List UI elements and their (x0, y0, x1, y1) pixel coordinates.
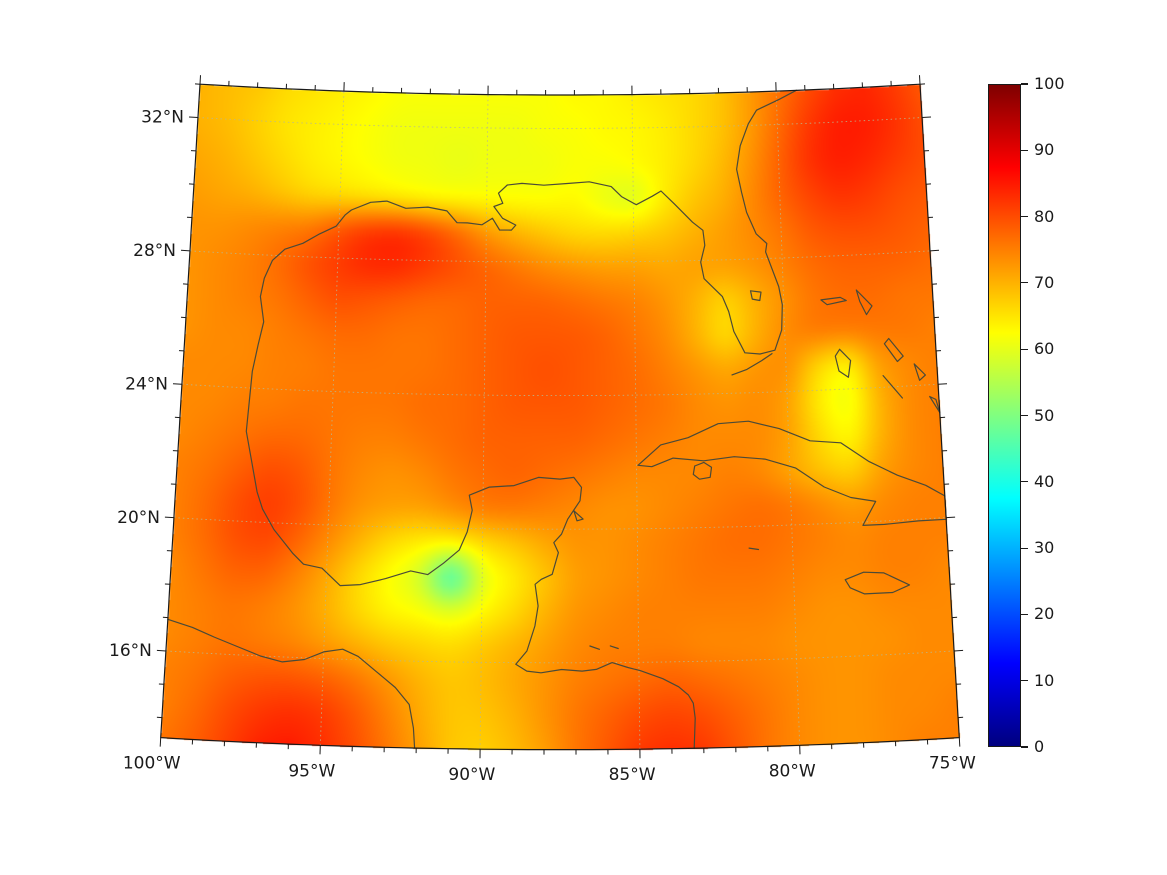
coastline (692, 461, 713, 480)
colorbar-tick-label: 80 (1034, 206, 1055, 226)
longitude-tick (199, 75, 201, 85)
colorbar-tick (1021, 216, 1028, 218)
colorbar-tick (1021, 746, 1028, 748)
graticule-parallel (197, 117, 923, 129)
colorbar-tick (1021, 414, 1028, 417)
graticule-parallel (189, 250, 931, 263)
coastline (748, 547, 760, 551)
latitude-tick (929, 249, 940, 252)
colorbar-tick-label: 10 (1034, 670, 1055, 690)
coastlines (167, 89, 947, 749)
latitude-tick (164, 516, 174, 519)
latitude-label: 16°N (109, 641, 152, 661)
colorbar-tick-label: 30 (1034, 538, 1055, 558)
colorbar-tick (1021, 83, 1028, 85)
colorbar-tick-label: 90 (1034, 140, 1055, 160)
colorbar-tick-label: 40 (1034, 471, 1055, 491)
colorbar-gradient (989, 85, 1020, 746)
latitude-tick (180, 249, 191, 252)
colorbar-tick-label: 100 (1034, 74, 1065, 93)
coastline (855, 289, 873, 316)
colorbar-tick (1021, 547, 1028, 549)
axis-ticks (156, 75, 964, 759)
coastline (834, 348, 852, 378)
coastline (637, 420, 947, 526)
colorbar-tick-label: 20 (1034, 604, 1055, 624)
latitude-label: 20°N (117, 508, 160, 528)
coastline (749, 290, 762, 302)
longitude-tick (919, 75, 921, 85)
graticule (165, 91, 955, 750)
longitude-label: 95°W (288, 761, 335, 781)
longitude-label: 85°W (609, 765, 656, 785)
colorbar-tick (1021, 613, 1028, 615)
longitude-tick (958, 737, 961, 747)
colorbar-tick-label: 0 (1034, 737, 1045, 756)
longitude-label: 80°W (769, 761, 816, 781)
coastline (844, 571, 911, 595)
latitude-tick (188, 116, 199, 118)
colorbar-tick (1021, 149, 1028, 151)
graticule-meridian (479, 94, 489, 750)
colorbar-tick-label: 60 (1034, 339, 1055, 359)
axis-labels: 16°N 20°N 24°N 28°N 32°N 100°W 95°W 90°W 85°W 80°… (109, 108, 976, 786)
latitude-label: 24°N (125, 374, 168, 394)
latitude-tick (938, 383, 948, 385)
coastline (913, 363, 926, 381)
latitude-label: 32°N (141, 108, 184, 128)
colorbar-tick (1021, 348, 1028, 350)
colorbar-tick-label: 70 (1034, 272, 1055, 292)
graticule-parallel (181, 383, 939, 397)
coastline (929, 395, 941, 414)
colorbar-tick (1021, 282, 1028, 284)
graticule-parallel (173, 517, 947, 530)
latitude-tick (172, 383, 182, 385)
longitude-label: 90°W (448, 765, 495, 785)
longitude-label: 100°W (123, 754, 181, 774)
graticule-meridian (775, 91, 801, 746)
coastline (882, 375, 903, 399)
latitude-tick (156, 649, 166, 652)
latitude-tick (946, 516, 956, 519)
colorbar (988, 84, 1021, 747)
colorbar-tick-label: 50 (1034, 405, 1055, 425)
graticule-parallel (165, 650, 955, 664)
latitude-tick (921, 116, 932, 118)
longitude-label: 75°W (929, 754, 976, 774)
coastline (589, 645, 600, 650)
coastline (245, 89, 797, 749)
coastline (573, 510, 584, 522)
coastline (609, 645, 619, 650)
colorbar-tick (1021, 680, 1028, 682)
longitude-tick (159, 737, 162, 747)
coastline (731, 353, 773, 376)
coastline (167, 618, 416, 749)
coastline (883, 337, 904, 363)
latitude-tick (954, 649, 964, 652)
coastline (820, 296, 847, 306)
latitude-label: 28°N (133, 241, 176, 261)
colorbar-tick (1021, 481, 1028, 483)
graticule-meridian (631, 94, 641, 750)
graticule-meridian (319, 91, 345, 746)
